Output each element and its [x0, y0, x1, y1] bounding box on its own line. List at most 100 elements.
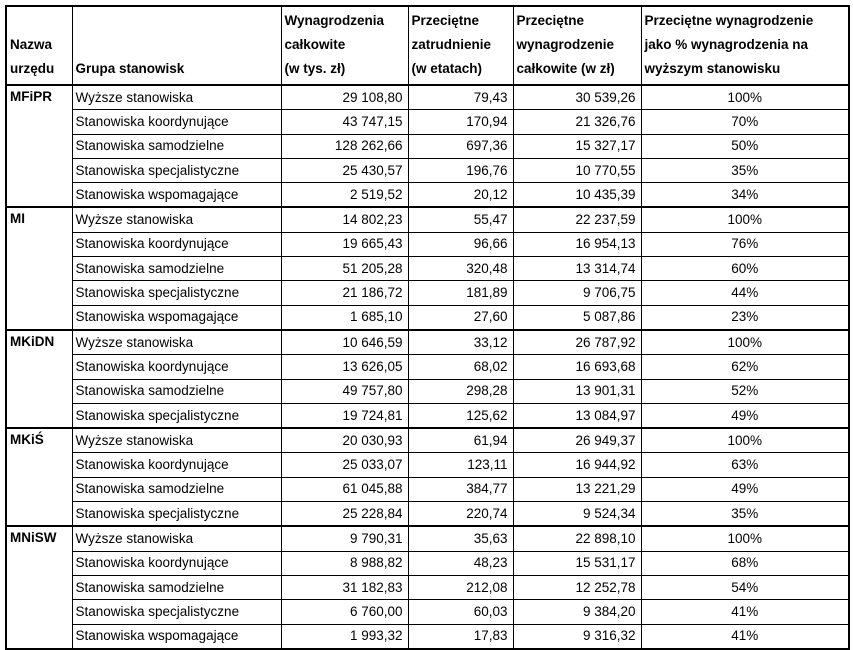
salary-percent: 54% — [640, 574, 850, 601]
table-row: Stanowiska samodzielne 51 205,28 320,48 13 … — [6, 256, 850, 282]
table-row: Stanowiska specjalistyczne 6 760,00 60,03 9… — [6, 599, 850, 625]
average-salary: 13 901,31 — [512, 378, 642, 404]
employment: 48,23 — [407, 550, 514, 576]
table-row: Stanowiska koordynujące 43 747,15 170,94 21… — [6, 109, 850, 135]
employment: 196,76 — [407, 157, 514, 184]
position-group: Stanowiska specjalistyczne — [71, 402, 282, 429]
total-salary: 6 760,00 — [280, 599, 409, 625]
header-cell: Przeciętne wynagrodzenie całkowite (w zł) — [512, 5, 642, 86]
total-salary: 2 519,52 — [280, 182, 409, 208]
table-row: Stanowiska wspomagające 1 993,32 17,83 9 31… — [6, 623, 850, 650]
header-text: wynagrodzenie — [516, 37, 615, 52]
table-body: MFiPR Wyższe stanowiska 29 108,80 79,43 30 5… — [5, 84, 850, 650]
salary-percent: 100% — [640, 525, 850, 552]
employment: 61,94 — [407, 427, 514, 454]
table-row: Stanowiska samodzielne 61 045,88 384,77 13 … — [6, 476, 850, 503]
salary-percent: 41% — [640, 599, 850, 625]
table-row: Stanowiska koordynujące 25 033,07 123,11 16… — [6, 452, 850, 478]
position-group: Stanowiska specjalistyczne — [71, 599, 282, 625]
office-name: MFiPR — [5, 84, 73, 208]
employment: 35,63 — [407, 525, 514, 552]
office-name: MNiSW — [5, 525, 73, 650]
table-row: Stanowiska samodzielne 31 182,83 212,08 12 … — [6, 574, 850, 601]
average-salary: 22 237,59 — [512, 206, 642, 233]
table-row: Stanowiska wspomagające 1 685,10 27,60 5 08… — [6, 304, 850, 331]
header-cell: Nazwa urzędu — [5, 5, 73, 86]
total-salary: 13 626,05 — [280, 354, 409, 380]
position-group: Stanowiska wspomagające — [71, 623, 282, 650]
salary-percent: 100% — [640, 206, 850, 233]
employment: 170,94 — [407, 109, 514, 135]
total-salary: 19 724,81 — [280, 402, 409, 429]
employment: 96,66 — [407, 231, 514, 258]
position-group: Wyższe stanowiska — [71, 84, 282, 111]
employment: 181,89 — [407, 280, 514, 306]
table-row: Stanowiska koordynujące 13 626,05 68,02 16 … — [6, 354, 850, 380]
salary-percent: 52% — [640, 378, 850, 404]
position-group: Stanowiska samodzielne — [71, 378, 282, 404]
header-text: całkowite (w zł) — [516, 61, 615, 76]
salary-percent: 34% — [640, 182, 850, 208]
employment: 697,36 — [407, 133, 514, 159]
salary-percent: 41% — [640, 623, 850, 650]
position-group: Stanowiska samodzielne — [71, 133, 282, 159]
average-salary: 5 087,86 — [512, 304, 642, 331]
salary-percent: 76% — [640, 231, 850, 258]
employment: 60,03 — [407, 599, 514, 625]
employment: 320,48 — [407, 256, 514, 282]
total-salary: 21 186,72 — [280, 280, 409, 306]
header-row: Nazwa urzędu Grupa stanowisk Wynagrodzenia c… — [5, 5, 850, 86]
average-salary: 16 954,13 — [512, 231, 642, 258]
table-row: MNiSW Wyższe stanowiska 9 790,31 35,63 22 89… — [5, 525, 850, 650]
header-text: wyższym stanowisku — [644, 61, 781, 76]
salary-percent: 23% — [640, 304, 850, 331]
header-text: zatrudnienie — [411, 37, 492, 52]
total-salary: 8 988,82 — [280, 550, 409, 576]
position-group: Stanowiska koordynujące — [71, 231, 282, 258]
total-salary: 31 182,83 — [280, 574, 409, 601]
table-row: Stanowiska samodzielne 128 262,66 697,36 15… — [6, 133, 850, 159]
header-text: całkowite — [284, 37, 346, 52]
position-group: Stanowiska koordynujące — [71, 550, 282, 576]
header-text: jako % wynagrodzenia na — [644, 37, 809, 52]
average-salary: 15 327,17 — [512, 133, 642, 159]
salary-percent: 62% — [640, 354, 850, 380]
salary-percent: 44% — [640, 280, 850, 306]
total-salary: 25 430,57 — [280, 157, 409, 184]
total-salary: 29 108,80 — [280, 84, 409, 111]
office-name: MKiDN — [5, 328, 73, 429]
header-text: Przeciętne wynagrodzenie — [644, 13, 814, 28]
position-group: Stanowiska specjalistyczne — [71, 280, 282, 306]
average-salary: 12 252,78 — [512, 574, 642, 601]
total-salary: 25 228,84 — [280, 501, 409, 527]
position-group: Wyższe stanowiska — [71, 206, 282, 233]
total-salary: 19 665,43 — [280, 231, 409, 258]
employment: 384,77 — [407, 476, 514, 503]
salary-percent: 63% — [640, 452, 850, 478]
employment: 20,12 — [407, 182, 514, 208]
table-row: Stanowiska specjalistyczne 25 228,84 220,7… — [6, 501, 850, 527]
employment: 33,12 — [407, 328, 514, 356]
total-salary: 49 757,80 — [280, 378, 409, 404]
position-group: Stanowiska specjalistyczne — [71, 501, 282, 527]
employment: 125,62 — [407, 402, 514, 429]
total-salary: 43 747,15 — [280, 109, 409, 135]
total-salary: 25 033,07 — [280, 452, 409, 478]
average-salary: 30 539,26 — [512, 84, 642, 111]
salary-table: Nazwa urzędu Grupa stanowisk Wynagrodzenia c… — [5, 5, 850, 650]
table-row: Stanowiska koordynujące 8 988,82 48,23 15 5… — [6, 550, 850, 576]
total-salary: 1 993,32 — [280, 623, 409, 650]
average-salary: 21 326,76 — [512, 109, 642, 135]
position-group: Stanowiska wspomagające — [71, 304, 282, 331]
employment: 212,08 — [407, 574, 514, 601]
average-salary: 13 221,29 — [512, 476, 642, 503]
average-salary: 9 316,32 — [512, 623, 642, 650]
employment: 123,11 — [407, 452, 514, 478]
total-salary: 51 205,28 — [280, 256, 409, 282]
header-text: Wynagrodzenia — [284, 13, 385, 28]
total-salary: 61 045,88 — [280, 476, 409, 503]
average-salary: 15 531,17 — [512, 550, 642, 576]
salary-percent: 70% — [640, 109, 850, 135]
average-salary: 13 314,74 — [512, 256, 642, 282]
